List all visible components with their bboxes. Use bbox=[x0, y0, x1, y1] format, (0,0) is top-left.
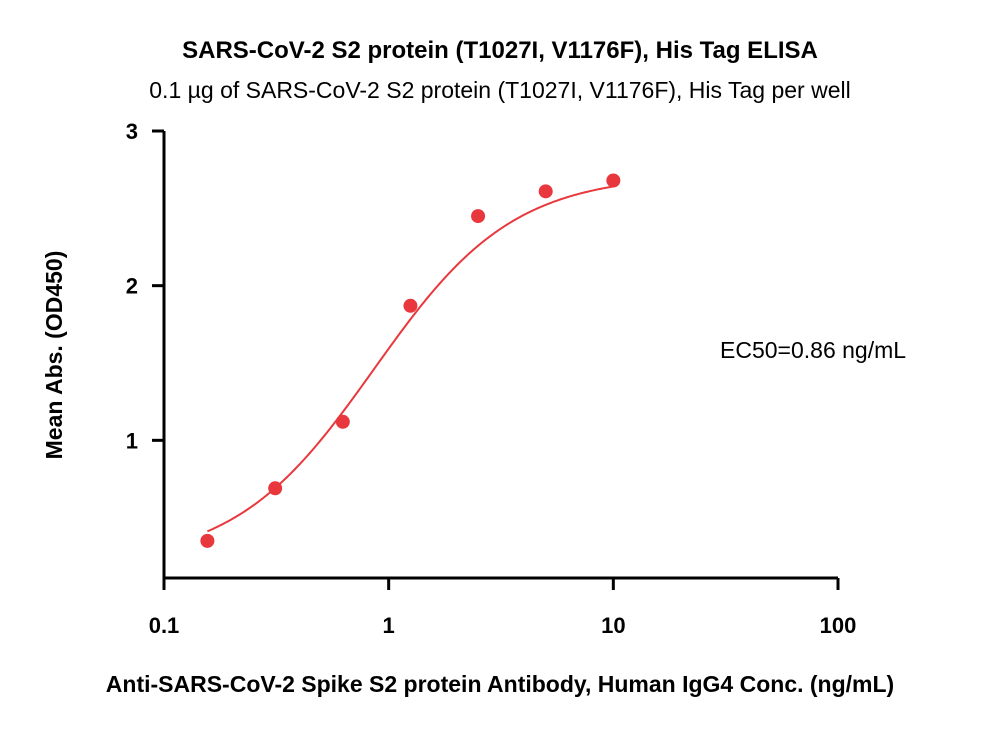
x-tick-label: 1 bbox=[383, 613, 395, 638]
x-axis-label: Anti-SARS-CoV-2 Spike S2 protein Antibod… bbox=[106, 671, 894, 697]
data-point bbox=[200, 533, 215, 548]
data-points-layer bbox=[200, 173, 621, 548]
y-tick-label: 1 bbox=[126, 428, 138, 453]
y-axis-label: Mean Abs. (OD450) bbox=[41, 251, 67, 460]
data-point bbox=[403, 298, 418, 313]
y-tick-label: 3 bbox=[126, 119, 138, 144]
data-point bbox=[335, 414, 350, 429]
chart-subtitle: 0.1 µg of SARS-CoV-2 S2 protein (T1027I,… bbox=[149, 77, 850, 103]
data-point bbox=[606, 173, 621, 188]
chart-title: SARS-CoV-2 S2 protein (T1027I, V1176F), … bbox=[182, 37, 818, 64]
x-tick-label: 0.1 bbox=[149, 613, 180, 638]
y-tick-label: 2 bbox=[126, 274, 138, 299]
fit-curve-layer bbox=[206, 185, 614, 533]
data-point bbox=[471, 209, 486, 224]
data-point bbox=[268, 481, 283, 496]
fit-curve bbox=[206, 185, 614, 533]
data-point bbox=[538, 184, 553, 199]
x-tick-label: 10 bbox=[601, 613, 625, 638]
y-axis-ticks: 1 2 3 bbox=[126, 119, 164, 453]
ec50-annotation: EC50=0.86 ng/mL bbox=[720, 337, 906, 363]
x-tick-label: 100 bbox=[820, 613, 857, 638]
x-axis-ticks: 0.1 1 10 100 bbox=[149, 578, 857, 638]
